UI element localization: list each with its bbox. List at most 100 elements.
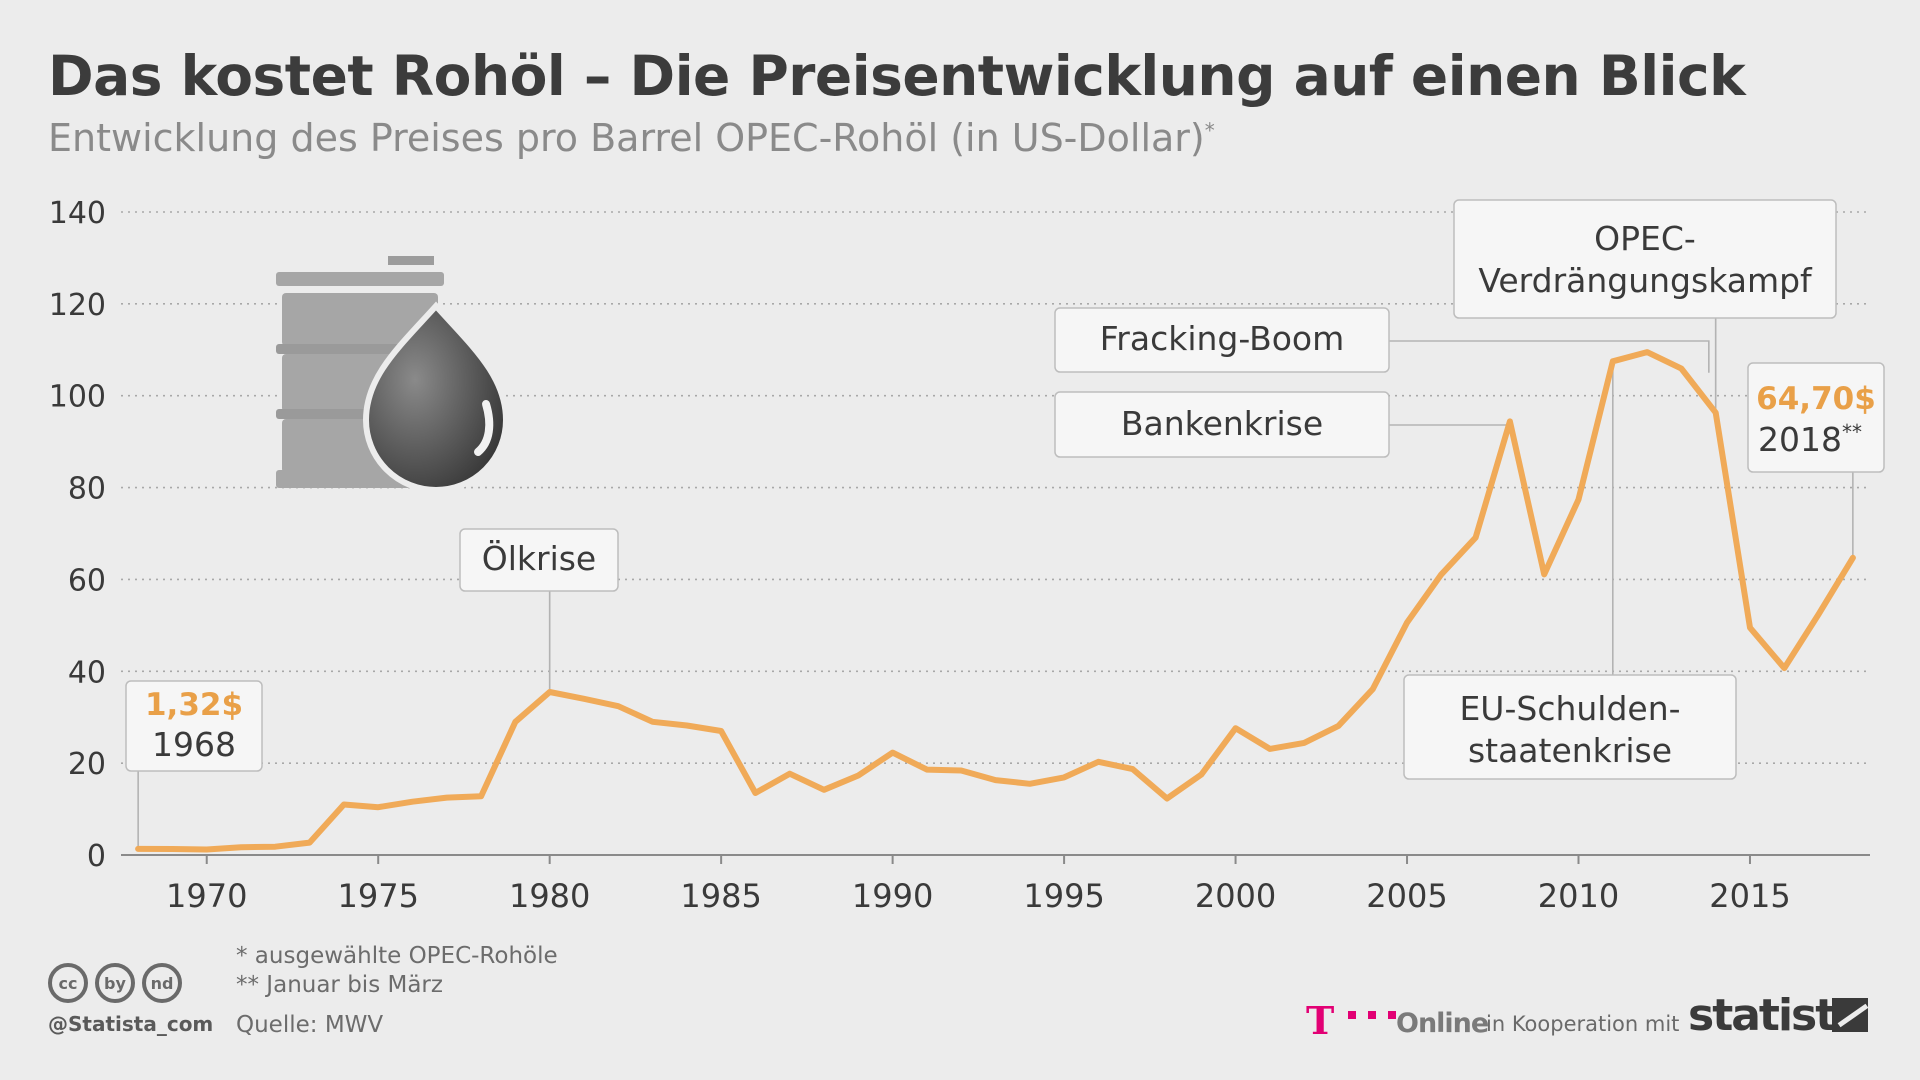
source-label: Quelle: MWV [236,1012,384,1038]
data-point [1164,795,1170,802]
annotation-end: 64,70$ 2018** [1747,362,1885,473]
data-point [1130,766,1136,772]
y-tick-label: 100 [49,380,106,415]
x-tick-label: 1970 [166,877,247,915]
social-handle: @Statista_com [48,1012,214,1036]
data-point [169,846,176,852]
x-axis: 1970 1975 1980 1985 1990 1995 2000 2005 2010 2015 [121,854,1870,915]
data-point [1575,496,1582,503]
telekom-dots [1348,1011,1396,1019]
data-point [1301,740,1307,746]
data-point [1610,358,1616,364]
opec-label-line1: OPEC- [1594,219,1696,258]
footnote-opec: * ausgewählte OPEC-Rohöle [236,943,558,969]
bankenkrise-label: Bankenkrise [1121,404,1323,443]
oelkrise-label: Ölkrise [482,538,597,578]
partner-name: Online [1396,1008,1489,1039]
leader-line-bankenkrise [1389,421,1511,426]
data-point [547,689,553,695]
oil-barrel-icon [276,256,510,493]
data-point [752,790,759,796]
y-tick-label: 140 [49,196,106,231]
end-year-mark: ** [1842,420,1862,444]
data-point [272,844,278,850]
x-tick-label: 2015 [1709,877,1790,915]
footnote-months: ** Januar bis März [236,972,443,998]
leader-line-fracking [1389,340,1710,373]
data-point [787,771,793,777]
eu-label-line1: EU-Schulden- [1459,689,1680,728]
data-point [1198,772,1204,778]
data-point [1713,410,1719,416]
data-point [1473,535,1479,541]
y-tick-label: 20 [68,747,106,782]
y-axis: 0 20 40 60 80 100 120 140 [49,196,106,874]
data-point [1747,625,1753,631]
data-point [409,799,416,805]
data-point [135,846,141,852]
end-year-label: 2018 [1758,420,1842,459]
y-tick-label: 40 [68,655,106,690]
data-point [1061,774,1067,780]
data-point [1541,571,1547,577]
data-point [992,777,999,783]
data-point [1027,781,1033,787]
opec-label-line2: Verdrängungskampf [1478,261,1813,300]
data-point [1678,366,1684,372]
data-point [581,696,587,702]
data-point [1267,746,1273,752]
data-point [341,801,347,808]
end-year: 2018** [1758,420,1862,459]
subtitle-footnote-mark: * [1204,118,1215,143]
data-points [135,349,1856,853]
data-point [924,766,930,773]
y-tick-label: 0 [87,839,106,874]
data-point [821,787,827,793]
chart-subtitle: Entwicklung des Preises pro Barrel OPEC-… [48,116,1215,160]
data-point [1815,611,1822,617]
cooperation-label: in Kooperation mit [1486,1012,1680,1036]
x-tick-label: 2005 [1366,877,1447,915]
eu-label-line2: staatenkrise [1468,731,1672,770]
x-tick-label: 1975 [337,877,418,915]
start-value: 1,32$ [145,687,243,723]
chart-title: Das kostet Rohöl – Die Preisentwicklung … [48,44,1746,108]
data-point [890,749,896,756]
annotation-bankenkrise: Bankenkrise [1054,391,1390,458]
x-tick-label: 2010 [1538,877,1619,915]
data-point [1644,349,1650,355]
cc-nd-icon: nd [142,963,182,1003]
data-point [1335,723,1342,729]
data-point [204,846,210,853]
x-tick-label: 1995 [1023,877,1104,915]
subtitle-text: Entwicklung des Preises pro Barrel OPEC-… [48,116,1205,160]
data-point [615,703,621,709]
annotation-opec: OPEC- Verdrängungskampf [1453,199,1837,319]
data-point [1850,555,1856,561]
data-point [1438,571,1444,577]
data-point [444,794,450,801]
y-tick-label: 60 [68,563,106,598]
data-point [238,844,244,850]
data-point [307,839,313,846]
x-tick-label: 1980 [509,877,590,915]
cc-by-icon: by [95,963,135,1003]
cc-icon: cc [48,963,88,1003]
data-point [1095,759,1101,765]
data-point [855,772,861,779]
data-point [1781,665,1787,671]
annotation-eu-debt: EU-Schulden- staatenkrise [1403,674,1737,780]
annotation-start: 1,32$ 1968 [125,680,263,772]
x-tick-label: 1985 [680,877,761,915]
data-point [649,719,656,725]
data-point [478,793,484,799]
start-year: 1968 [152,725,236,764]
end-value: 64,70$ [1756,381,1876,417]
data-point [1507,418,1513,425]
x-tick-label: 1990 [852,877,933,915]
annotation-fracking: Fracking-Boom [1054,307,1390,373]
data-point [375,804,381,810]
data-point [958,767,964,774]
cc-license-badges: cc by nd [48,963,182,1003]
